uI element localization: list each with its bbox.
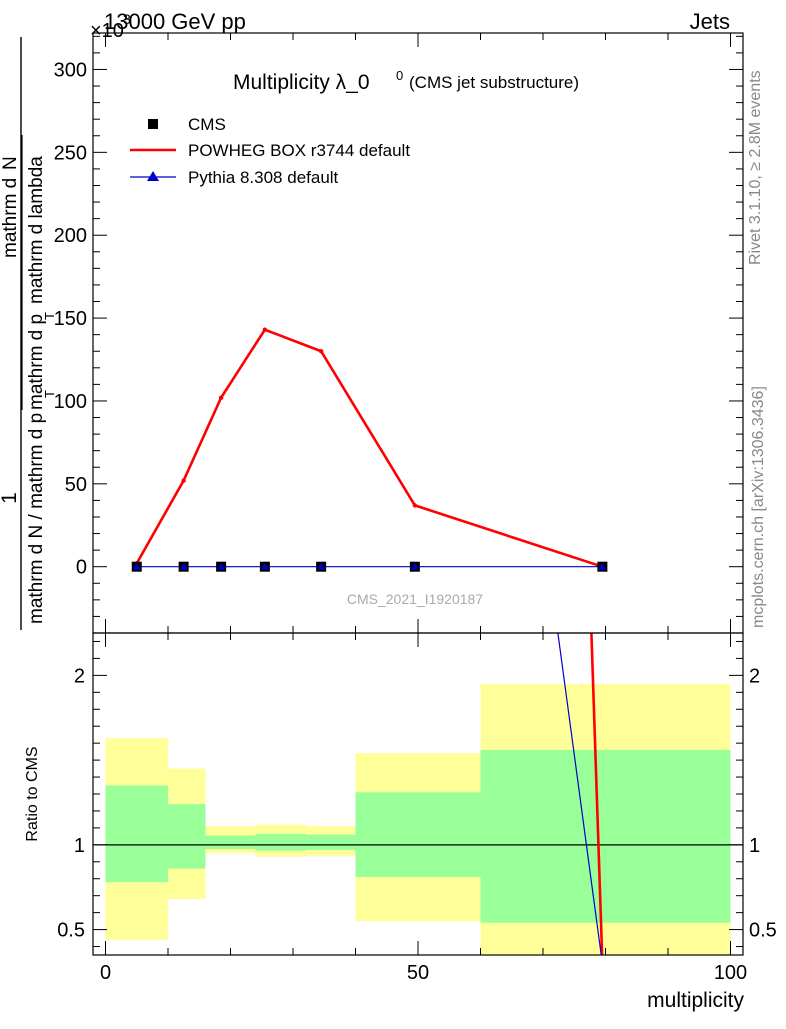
main-y-tick-label: 200 (54, 225, 87, 247)
powheg-point (181, 478, 186, 483)
main-y-tick-label: 50 (65, 474, 87, 496)
main-y-tick-label: 150 (54, 308, 87, 330)
pythia-point (260, 562, 269, 570)
legend-label: CMS (188, 115, 226, 134)
ylabel-frac-bottom-2: mathrm d lambda (26, 156, 47, 304)
x-tick-label: 0 (100, 962, 111, 984)
ratio-line-pythia (557, 633, 602, 955)
rivet-label: Rivet 3.1.10, ≥ 2.8M events (747, 70, 764, 265)
legend-marker-cms (148, 119, 158, 129)
pythia-point (132, 562, 141, 570)
ratio-band-inner (355, 792, 481, 878)
powheg-point (318, 349, 324, 354)
ylabel-one: 1 (0, 492, 21, 504)
pythia-point (179, 562, 188, 570)
ratio-band-inner (255, 833, 306, 851)
pythia-point (598, 562, 607, 570)
header-right: Jets (690, 9, 730, 34)
series-line-powheg (135, 328, 603, 568)
x-axis-label: multiplicity (647, 989, 744, 1012)
main-title-superscript: 0 (396, 68, 403, 83)
main-plot-area: 0 50 100 150 200 250 300 (54, 32, 744, 634)
powheg-point (218, 395, 224, 400)
legend-label: Pythia 8.308 default (188, 168, 339, 187)
main-y-tick-label: 0 (76, 557, 87, 579)
legend: CMS POWHEG BOX r3744 default Pythia 8.308 … (130, 115, 410, 187)
main-y-tick-label: 250 (54, 142, 87, 164)
x-tick-label: 100 (714, 962, 747, 984)
mcplots-label: mcplots.cern.ch [arXiv:1306.3436] (750, 386, 767, 628)
main-panel: Multiplicity λ_0 0 (CMS jet substructure… (0, 32, 744, 634)
powheg-point (412, 503, 418, 508)
legend-marker-pythia (147, 171, 159, 181)
ylabel-frac-top-2: N (0, 156, 21, 170)
main-y-tick-label: 100 (54, 391, 87, 413)
x-tick-label: 50 (407, 962, 429, 984)
main-y-tick-label: 300 (54, 59, 87, 81)
ratio-band-inner (105, 785, 168, 883)
ratio-y-tick-label-right: 1 (749, 835, 760, 857)
watermark: CMS_2021_I1920187 (347, 591, 483, 607)
main-subtitle: (CMS jet substructure) (409, 73, 579, 92)
header-left: 13000 GeV pp (104, 9, 246, 34)
ylabel-frac-bottom: mathrm d p (26, 314, 47, 410)
legend-label: POWHEG BOX r3744 default (188, 141, 410, 160)
ratio-y-tick-label-right: 0.5 (749, 920, 777, 942)
ratio-band-inner (305, 834, 356, 850)
ratio-band-inner (205, 835, 256, 850)
ylabel-frac-bottom-sub: T (42, 312, 57, 320)
ratio-y-tick-label-right: 2 (749, 665, 760, 687)
pythia-point (317, 562, 326, 570)
y-exponent-prefix: ×10 (90, 20, 124, 42)
ratio-y-tick-label: 1 (74, 835, 85, 857)
main-title-text: Multiplicity λ_0 (233, 71, 370, 94)
ratio-y-tick-label: 0.5 (57, 920, 85, 942)
ratio-band-inner (480, 749, 731, 923)
main-title: Multiplicity λ_0 0 (CMS jet substructure… (233, 68, 579, 94)
powheg-point (262, 327, 268, 332)
y-exponent-power: 3 (123, 11, 131, 27)
ratio-y-axis-label: Ratio to CMS (24, 746, 41, 841)
pythia-point (410, 562, 419, 570)
ylabel-denominator-sub: T (42, 390, 57, 398)
ylabel-frac-top: mathrm d (0, 178, 21, 258)
ratio-line-powheg (590, 633, 604, 955)
pythia-point (217, 562, 226, 570)
ratio-band-inner (168, 804, 206, 869)
ylabel-denominator: mathrm d N / mathrm d p (26, 413, 47, 624)
main-y-axis-label: 1 mathrm d N / mathrm d p T mathrm d N m… (0, 37, 57, 630)
ratio-y-tick-label: 2 (74, 665, 85, 687)
